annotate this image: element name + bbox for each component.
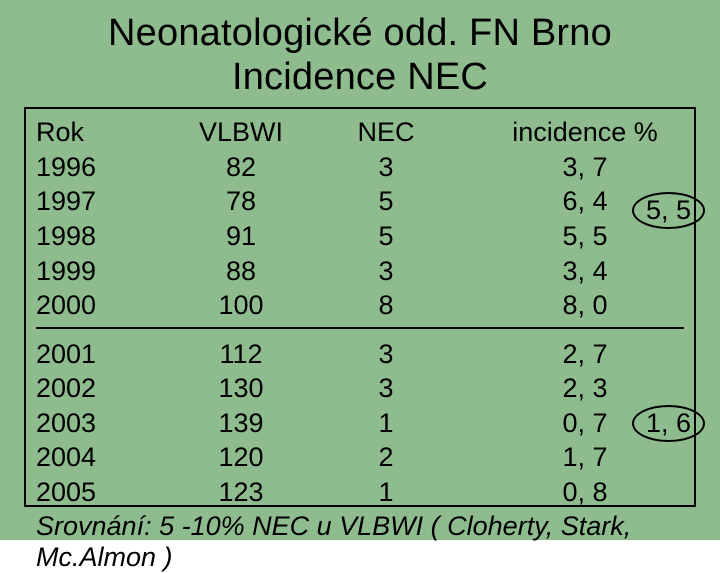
cell-inc: 3, 4	[456, 254, 684, 289]
cell-vlbwi: 100	[166, 288, 316, 323]
table-row: 19968233, 7	[36, 150, 684, 185]
cell-inc: 0, 8	[456, 475, 684, 510]
cell-rok: 2001	[36, 337, 166, 372]
cell-vlbwi: 123	[166, 475, 316, 510]
cell-nec: 8	[316, 288, 456, 323]
footer-note: Srovnání: 5 -10% NEC u VLBWI ( Cloherty,…	[36, 511, 684, 573]
cell-vlbwi: 82	[166, 150, 316, 185]
cell-vlbwi: 120	[166, 440, 316, 475]
cell-nec: 3	[316, 254, 456, 289]
cell-rok: 1996	[36, 150, 166, 185]
cell-nec: 2	[316, 440, 456, 475]
table-row: 200512310, 8	[36, 475, 684, 510]
table-row: 200010088, 0	[36, 288, 684, 323]
cell-nec: 1	[316, 406, 456, 441]
cell-inc: 2, 7	[456, 337, 684, 372]
cell-rok: 2000	[36, 288, 166, 323]
cell-rok: 2002	[36, 371, 166, 406]
cell-nec: 1	[316, 475, 456, 510]
hdr-inc: incidence %	[456, 115, 684, 150]
hdr-rok: Rok	[36, 115, 166, 150]
table-header-row: Rok VLBWI NEC incidence %	[36, 115, 684, 150]
cell-vlbwi: 130	[166, 371, 316, 406]
table-row: 19998833, 4	[36, 254, 684, 289]
title-line-1: Neonatologické odd. FN Brno	[108, 12, 612, 54]
cell-inc: 1, 7	[456, 440, 684, 475]
cell-nec: 3	[316, 371, 456, 406]
table-row: 200213032, 3	[36, 371, 684, 406]
slide-title: Neonatologické odd. FN Brno Incidence NE…	[24, 12, 696, 99]
data-table: Rok VLBWI NEC incidence % 19968233, 7199…	[36, 115, 684, 509]
cell-nec: 5	[316, 219, 456, 254]
table-row: 200313910, 7	[36, 406, 684, 441]
cell-rok: 2005	[36, 475, 166, 510]
cell-inc: 2, 3	[456, 371, 684, 406]
cell-rok: 1997	[36, 184, 166, 219]
table-row: 200412021, 7	[36, 440, 684, 475]
cell-inc: 8, 0	[456, 288, 684, 323]
cell-nec: 3	[316, 150, 456, 185]
cell-rok: 1999	[36, 254, 166, 289]
table-row: 200111232, 7	[36, 337, 684, 372]
summary-bubble-2: 1, 6	[632, 405, 705, 442]
summary-bubble-1: 5, 5	[632, 192, 705, 229]
hdr-vlbwi: VLBWI	[166, 115, 316, 150]
cell-vlbwi: 78	[166, 184, 316, 219]
cell-vlbwi: 91	[166, 219, 316, 254]
cell-inc: 3, 7	[456, 150, 684, 185]
cell-vlbwi: 88	[166, 254, 316, 289]
cell-nec: 5	[316, 184, 456, 219]
separator-row	[36, 323, 684, 337]
cell-rok: 2004	[36, 440, 166, 475]
content-frame: Rok VLBWI NEC incidence % 19968233, 7199…	[24, 107, 696, 507]
cell-rok: 2003	[36, 406, 166, 441]
table-row: 19977856, 4	[36, 184, 684, 219]
title-line-2: Incidence NEC	[232, 56, 488, 98]
separator-line	[36, 327, 684, 329]
cell-nec: 3	[316, 337, 456, 372]
table-row: 19989155, 5	[36, 219, 684, 254]
slide: Neonatologické odd. FN Brno Incidence NE…	[0, 0, 720, 540]
cell-vlbwi: 112	[166, 337, 316, 372]
hdr-nec: NEC	[316, 115, 456, 150]
cell-rok: 1998	[36, 219, 166, 254]
cell-vlbwi: 139	[166, 406, 316, 441]
